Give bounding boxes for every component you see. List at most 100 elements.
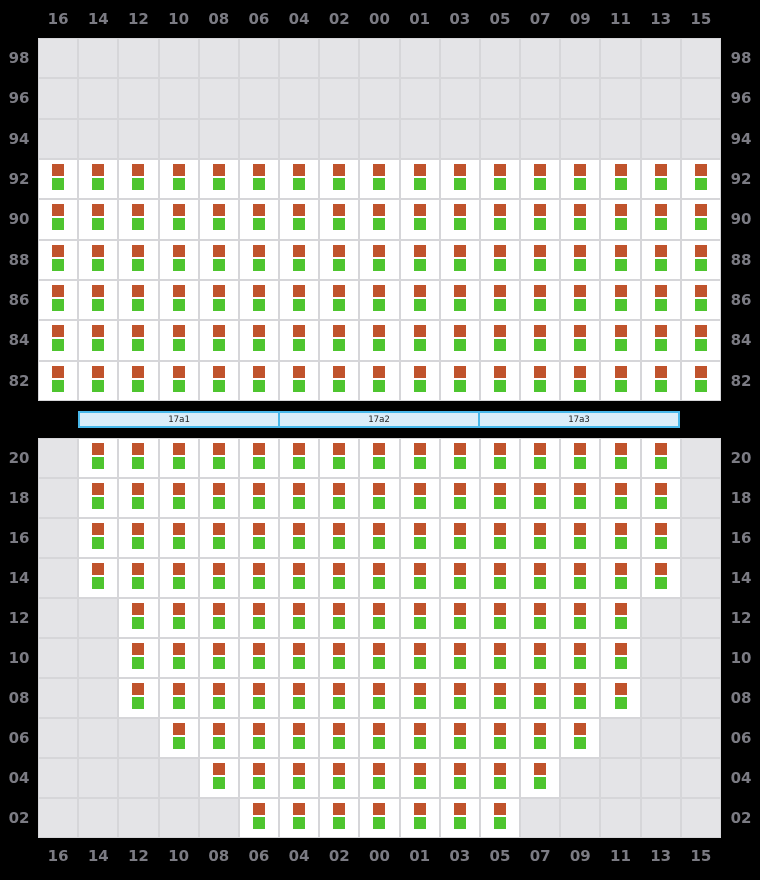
bay-slot-occupied[interactable] — [439, 199, 480, 240]
bay-slot-occupied[interactable] — [640, 558, 681, 598]
bay-slot-occupied[interactable] — [319, 199, 360, 240]
bay-slot-occupied[interactable] — [640, 360, 681, 401]
bay-slot-occupied[interactable] — [198, 320, 239, 361]
bay-slot-occupied[interactable] — [520, 518, 561, 558]
bay-slot-occupied[interactable] — [198, 638, 239, 678]
bay-slot-occupied[interactable] — [399, 678, 440, 718]
bay-slot-occupied[interactable] — [359, 360, 400, 401]
bay-slot-occupied[interactable] — [560, 320, 601, 361]
bay-slot-empty[interactable] — [439, 38, 480, 79]
bay-slot-occupied[interactable] — [479, 598, 521, 638]
bay-slot-occupied[interactable] — [238, 598, 280, 638]
bay-slot-occupied[interactable] — [520, 158, 561, 200]
bay-slot-empty[interactable] — [38, 638, 79, 678]
bay-slot-empty[interactable] — [479, 38, 521, 79]
bay-slot-occupied[interactable] — [600, 678, 641, 718]
bay-slot-occupied[interactable] — [439, 518, 480, 558]
bay-slot-occupied[interactable] — [38, 360, 79, 401]
bay-slot-occupied[interactable] — [520, 598, 561, 638]
bay-slot-occupied[interactable] — [319, 438, 360, 478]
bay-slot-occupied[interactable] — [399, 279, 440, 321]
bay-slot-occupied[interactable] — [399, 360, 440, 401]
bay-slot-occupied[interactable] — [198, 158, 239, 200]
bay-slot-occupied[interactable] — [279, 279, 320, 321]
bay-slot-occupied[interactable] — [158, 239, 199, 280]
bay-slot-occupied[interactable] — [520, 320, 561, 361]
bay-slot-occupied[interactable] — [520, 199, 561, 240]
bay-slot-empty[interactable] — [198, 798, 239, 838]
bay-slot-occupied[interactable] — [319, 478, 360, 518]
bay-slot-occupied[interactable] — [319, 678, 360, 718]
bay-slot-occupied[interactable] — [560, 558, 601, 598]
bay-slot-occupied[interactable] — [279, 360, 320, 401]
bay-slot-occupied[interactable] — [479, 558, 521, 598]
bay-slot-occupied[interactable] — [118, 558, 159, 598]
bay-slot-occupied[interactable] — [279, 758, 320, 798]
bay-slot-empty[interactable] — [680, 478, 721, 518]
bay-slot-occupied[interactable] — [198, 678, 239, 718]
bay-slot-empty[interactable] — [38, 718, 79, 758]
bay-slot-occupied[interactable] — [319, 758, 360, 798]
bay-slot-occupied[interactable] — [520, 638, 561, 678]
bay-slot-empty[interactable] — [680, 798, 721, 838]
bay-slot-occupied[interactable] — [640, 279, 681, 321]
bay-slot-occupied[interactable] — [238, 478, 280, 518]
bay-slot-occupied[interactable] — [439, 798, 480, 838]
bay-slot-occupied[interactable] — [439, 678, 480, 718]
bay-slot-occupied[interactable] — [399, 558, 440, 598]
bay-slot-empty[interactable] — [38, 438, 79, 478]
bay-slot-occupied[interactable] — [359, 758, 400, 798]
bay-slot-empty[interactable] — [158, 758, 199, 798]
bay-slot-occupied[interactable] — [439, 279, 480, 321]
bay-slot-occupied[interactable] — [319, 718, 360, 758]
bay-slot-occupied[interactable] — [238, 518, 280, 558]
bay-slot-occupied[interactable] — [560, 518, 601, 558]
bay-slot-occupied[interactable] — [158, 199, 199, 240]
bay-slot-empty[interactable] — [560, 38, 601, 79]
bay-slot-occupied[interactable] — [279, 518, 320, 558]
bay-slot-occupied[interactable] — [198, 199, 239, 240]
bay-slot-occupied[interactable] — [640, 478, 681, 518]
bay-slot-occupied[interactable] — [520, 678, 561, 718]
bay-slot-occupied[interactable] — [319, 638, 360, 678]
bay-slot-occupied[interactable] — [78, 478, 119, 518]
bay-slot-empty[interactable] — [560, 758, 601, 798]
bay-slot-occupied[interactable] — [38, 239, 79, 280]
bay-slot-occupied[interactable] — [439, 598, 480, 638]
bay-slot-empty[interactable] — [198, 38, 239, 79]
bay-slot-occupied[interactable] — [359, 199, 400, 240]
bay-slot-empty[interactable] — [640, 718, 681, 758]
bay-slot-occupied[interactable] — [158, 279, 199, 321]
bay-slot-occupied[interactable] — [279, 158, 320, 200]
bay-slot-occupied[interactable] — [399, 598, 440, 638]
bay-slot-occupied[interactable] — [600, 320, 641, 361]
bay-slot-occupied[interactable] — [158, 718, 199, 758]
bay-slot-occupied[interactable] — [158, 360, 199, 401]
bay-slot-occupied[interactable] — [359, 638, 400, 678]
bay-slot-occupied[interactable] — [479, 438, 521, 478]
bay-slot-empty[interactable] — [359, 78, 400, 119]
bay-slot-occupied[interactable] — [198, 558, 239, 598]
bay-slot-occupied[interactable] — [158, 678, 199, 718]
bay-slot-occupied[interactable] — [399, 798, 440, 838]
bay-slot-empty[interactable] — [640, 798, 681, 838]
bay-slot-occupied[interactable] — [560, 199, 601, 240]
bay-slot-occupied[interactable] — [118, 320, 159, 361]
bay-slot-occupied[interactable] — [238, 678, 280, 718]
bay-slot-occupied[interactable] — [680, 239, 721, 280]
bay-slot-occupied[interactable] — [238, 638, 280, 678]
bay-slot-occupied[interactable] — [279, 558, 320, 598]
bay-slot-occupied[interactable] — [600, 478, 641, 518]
bay-slot-occupied[interactable] — [118, 438, 159, 478]
bay-slot-empty[interactable] — [78, 678, 119, 718]
bay-slot-occupied[interactable] — [600, 360, 641, 401]
bay-slot-empty[interactable] — [439, 78, 480, 119]
bay-slot-occupied[interactable] — [479, 478, 521, 518]
bay-slot-occupied[interactable] — [238, 798, 280, 838]
bay-slot-occupied[interactable] — [640, 320, 681, 361]
bay-slot-occupied[interactable] — [359, 438, 400, 478]
bay-slot-occupied[interactable] — [279, 199, 320, 240]
bay-slot-occupied[interactable] — [158, 518, 199, 558]
bay-slot-occupied[interactable] — [359, 478, 400, 518]
bay-slot-occupied[interactable] — [560, 478, 601, 518]
